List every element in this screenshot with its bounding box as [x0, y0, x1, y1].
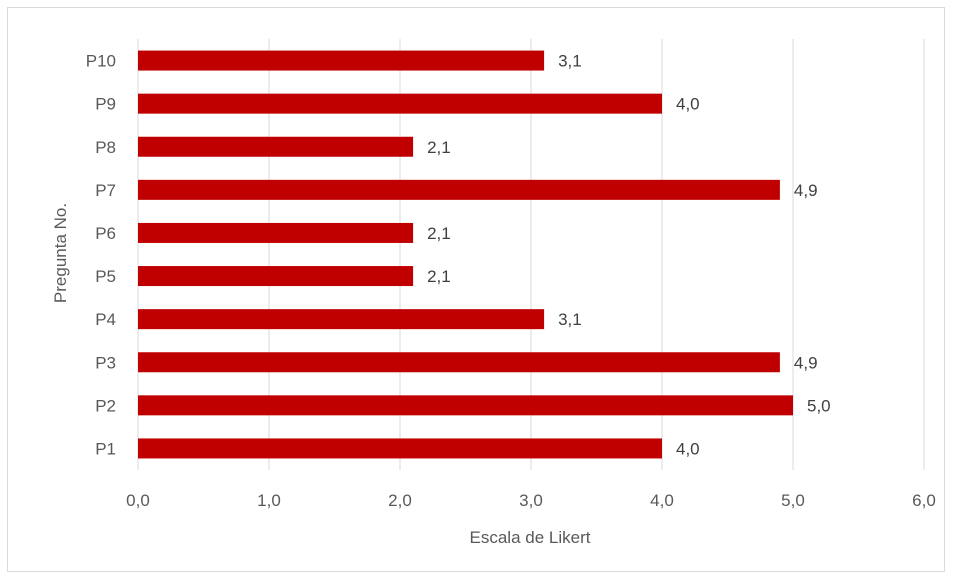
y-tick-label-p2: P2: [95, 396, 116, 415]
bar-p10: [138, 50, 545, 71]
data-label-p2: 5,0: [807, 396, 831, 415]
data-label-p6: 2,1: [427, 224, 451, 243]
x-axis-tick-labels: 0,0 1,0 2,0 3,0 4,0 5,0 6,0: [126, 491, 936, 510]
data-label-p1: 4,0: [676, 439, 700, 458]
y-tick-label-p6: P6: [95, 224, 116, 243]
x-tick-label: 3,0: [519, 491, 543, 510]
y-tick-label-p1: P1: [95, 439, 116, 458]
x-tick-label: 6,0: [912, 491, 936, 510]
data-label-p4: 3,1: [558, 310, 582, 329]
bar-p3: [138, 352, 780, 373]
bar-p2: [138, 395, 793, 416]
y-tick-label-p4: P4: [95, 310, 116, 329]
x-axis-title: Escala de Likert: [470, 528, 591, 547]
data-label-p8: 2,1: [427, 138, 451, 157]
bars: [138, 50, 793, 459]
y-tick-label-p3: P3: [95, 353, 116, 372]
y-axis-tick-labels: P1 P2 P3 P4 P5 P6 P7 P8 P9 P10: [86, 52, 116, 459]
data-labels: 4,0 5,0 4,9 3,1 2,1 2,1 4,9 2,1 4,0 3,1: [427, 52, 831, 459]
data-label-p10: 3,1: [558, 52, 582, 71]
bar-p7: [138, 179, 780, 200]
y-tick-label-p5: P5: [95, 267, 116, 286]
data-label-p5: 2,1: [427, 267, 451, 286]
data-label-p9: 4,0: [676, 95, 700, 114]
y-tick-label-p7: P7: [95, 181, 116, 200]
bar-p6: [138, 222, 414, 243]
x-tick-label: 5,0: [781, 491, 805, 510]
y-axis-title: Pregunta No.: [51, 203, 70, 303]
bar-p4: [138, 309, 545, 330]
x-tick-label: 1,0: [257, 491, 281, 510]
y-tick-label-p10: P10: [86, 52, 116, 71]
data-label-p3: 4,9: [794, 353, 818, 372]
bar-p1: [138, 438, 662, 459]
y-tick-label-p8: P8: [95, 138, 116, 157]
y-tick-label-p9: P9: [95, 95, 116, 114]
bar-p8: [138, 136, 414, 157]
bar-p5: [138, 266, 414, 287]
x-tick-label: 0,0: [126, 491, 150, 510]
bar-p9: [138, 93, 662, 114]
data-label-p7: 4,9: [794, 181, 818, 200]
x-tick-label: 2,0: [388, 491, 412, 510]
x-tick-label: 4,0: [650, 491, 674, 510]
